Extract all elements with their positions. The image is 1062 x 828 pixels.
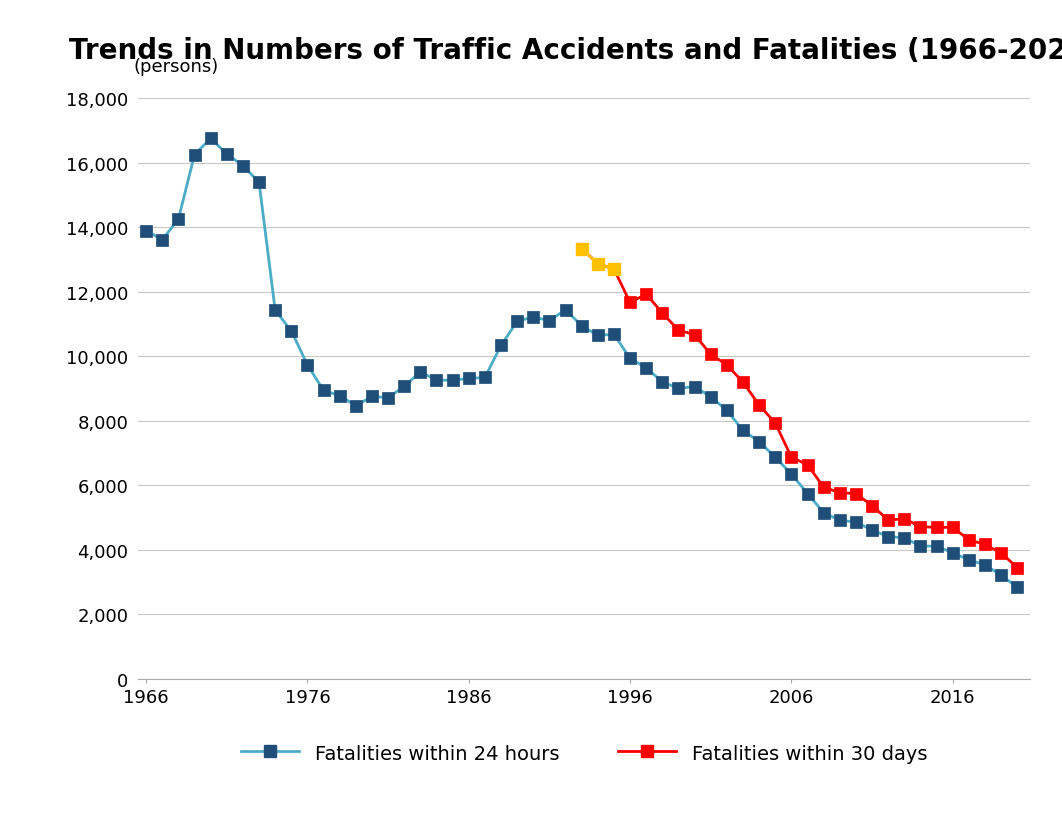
Text: Trends in Numbers of Traffic Accidents and Fatalities (1966-2020): Trends in Numbers of Traffic Accidents a… (69, 37, 1062, 65)
Legend: Fatalities within 24 hours, Fatalities within 30 days: Fatalities within 24 hours, Fatalities w… (234, 736, 935, 771)
Text: (persons): (persons) (134, 58, 219, 76)
